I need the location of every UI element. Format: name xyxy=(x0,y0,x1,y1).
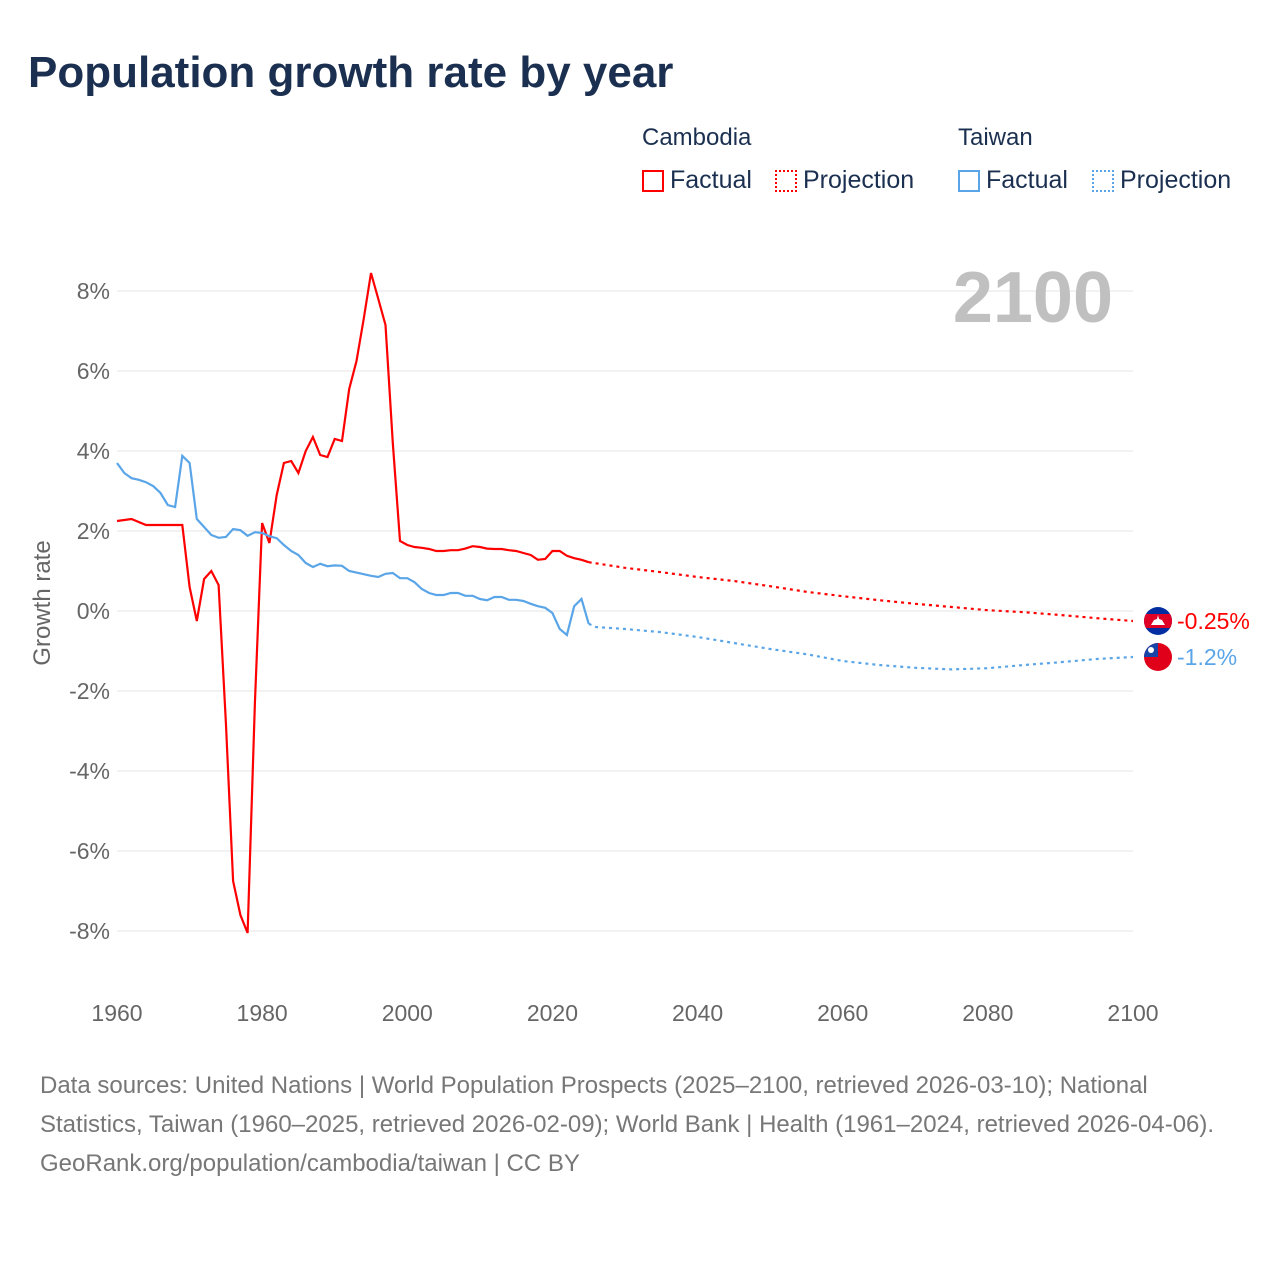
cambodia-projection-line xyxy=(588,561,1134,623)
x-tick-label: 2000 xyxy=(382,1000,433,1026)
legend-taiwan-projection[interactable]: Projection xyxy=(1092,166,1231,195)
legend-swatch xyxy=(775,169,797,192)
x-tick-label: 2080 xyxy=(962,1000,1013,1026)
chart-title: Population growth rate by year xyxy=(28,48,674,97)
x-tick-label: 1980 xyxy=(237,1000,288,1026)
y-tick-label: 8% xyxy=(77,278,110,304)
legend-taiwan-factual[interactable]: Factual xyxy=(958,166,1068,195)
legend-taiwan-title: Taiwan xyxy=(958,124,1033,151)
legend-swatch xyxy=(958,169,980,192)
cambodia-end-label: -0.25% xyxy=(1177,608,1250,634)
y-tick-label: -2% xyxy=(69,678,110,704)
year-label: 2100 xyxy=(953,258,1113,338)
legend-label: Factual xyxy=(670,166,752,194)
legend-swatch xyxy=(1092,169,1114,192)
legend-cambodia-factual[interactable]: Factual xyxy=(642,166,752,195)
taiwan-factual-line xyxy=(116,453,590,637)
x-tick-label: 2020 xyxy=(527,1000,578,1026)
cambodia-flag-icon xyxy=(1144,607,1172,635)
taiwan-end-label: -1.2% xyxy=(1177,644,1237,670)
legend-cambodia-projection[interactable]: Projection xyxy=(775,166,914,195)
y-axis-label: Growth rate xyxy=(29,540,56,665)
legend-cambodia-title: Cambodia xyxy=(642,124,752,151)
y-tick-label: 6% xyxy=(77,358,110,384)
legend-swatch xyxy=(642,169,664,192)
taiwan-flag-icon xyxy=(1144,643,1172,671)
legend-label: Projection xyxy=(1120,166,1232,194)
legend-label: Factual xyxy=(986,166,1068,194)
cambodia-factual-line xyxy=(116,272,590,934)
x-tick-label: 2040 xyxy=(672,1000,723,1026)
x-tick-label: 1960 xyxy=(91,1000,142,1026)
x-tick-label: 2100 xyxy=(1107,1000,1158,1026)
data-sources: Data sources: United Nations | World Pop… xyxy=(40,1072,1215,1138)
footer: Data sources: United Nations | World Pop… xyxy=(40,1066,1250,1183)
y-tick-label: 4% xyxy=(77,438,110,464)
flag-sun xyxy=(1148,647,1154,653)
plot-area: 8% 6% 4% 2% 0% -2% -4% -6% -8% 1960 1980 2000 2020 20… xyxy=(29,258,1250,1026)
y-tick-label: -6% xyxy=(69,838,110,864)
taiwan-projection-line xyxy=(588,622,1134,671)
x-tick-label: 2060 xyxy=(817,1000,868,1026)
y-tick-label: 0% xyxy=(77,598,110,624)
y-tick-label: -4% xyxy=(69,758,110,784)
legend-label: Projection xyxy=(803,166,915,194)
y-tick-label: -8% xyxy=(69,918,110,944)
credit[interactable]: GeoRank.org/population/cambodia/taiwan |… xyxy=(40,1150,580,1177)
flag-temple xyxy=(1151,615,1165,625)
y-tick-label: 2% xyxy=(77,518,110,544)
